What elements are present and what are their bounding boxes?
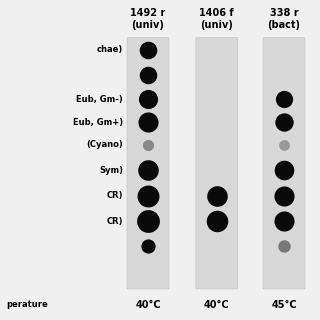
Point	[282, 168, 287, 173]
Point	[145, 97, 151, 102]
Text: Eub, Gm-): Eub, Gm-)	[76, 95, 123, 104]
Point	[282, 97, 287, 102]
Text: 338 r
(bact): 338 r (bact)	[268, 8, 300, 30]
Point	[145, 120, 151, 125]
Text: 1492 r
(univ): 1492 r (univ)	[130, 8, 166, 30]
Point	[282, 193, 287, 198]
Point	[145, 168, 151, 173]
Text: 45°C: 45°C	[271, 300, 297, 310]
Text: 40°C: 40°C	[135, 300, 161, 310]
Point	[145, 73, 151, 78]
Point	[145, 244, 151, 249]
Text: perature: perature	[6, 300, 48, 309]
FancyBboxPatch shape	[127, 37, 169, 289]
Point	[145, 142, 151, 147]
Text: Sym): Sym)	[99, 166, 123, 175]
Point	[282, 244, 287, 249]
Text: CR): CR)	[107, 217, 123, 226]
Point	[145, 219, 151, 224]
Point	[282, 219, 287, 224]
Point	[282, 120, 287, 125]
Text: 40°C: 40°C	[204, 300, 230, 310]
Point	[145, 47, 151, 52]
Point	[145, 193, 151, 198]
Text: 1406 f
(univ): 1406 f (univ)	[199, 8, 234, 30]
Text: Eub, Gm+): Eub, Gm+)	[73, 118, 123, 127]
Text: chae): chae)	[97, 45, 123, 54]
Point	[214, 193, 220, 198]
Point	[282, 142, 287, 147]
Point	[214, 219, 220, 224]
FancyBboxPatch shape	[196, 37, 238, 289]
Text: (Cyano): (Cyano)	[86, 140, 123, 149]
FancyBboxPatch shape	[263, 37, 305, 289]
Text: CR): CR)	[107, 191, 123, 200]
